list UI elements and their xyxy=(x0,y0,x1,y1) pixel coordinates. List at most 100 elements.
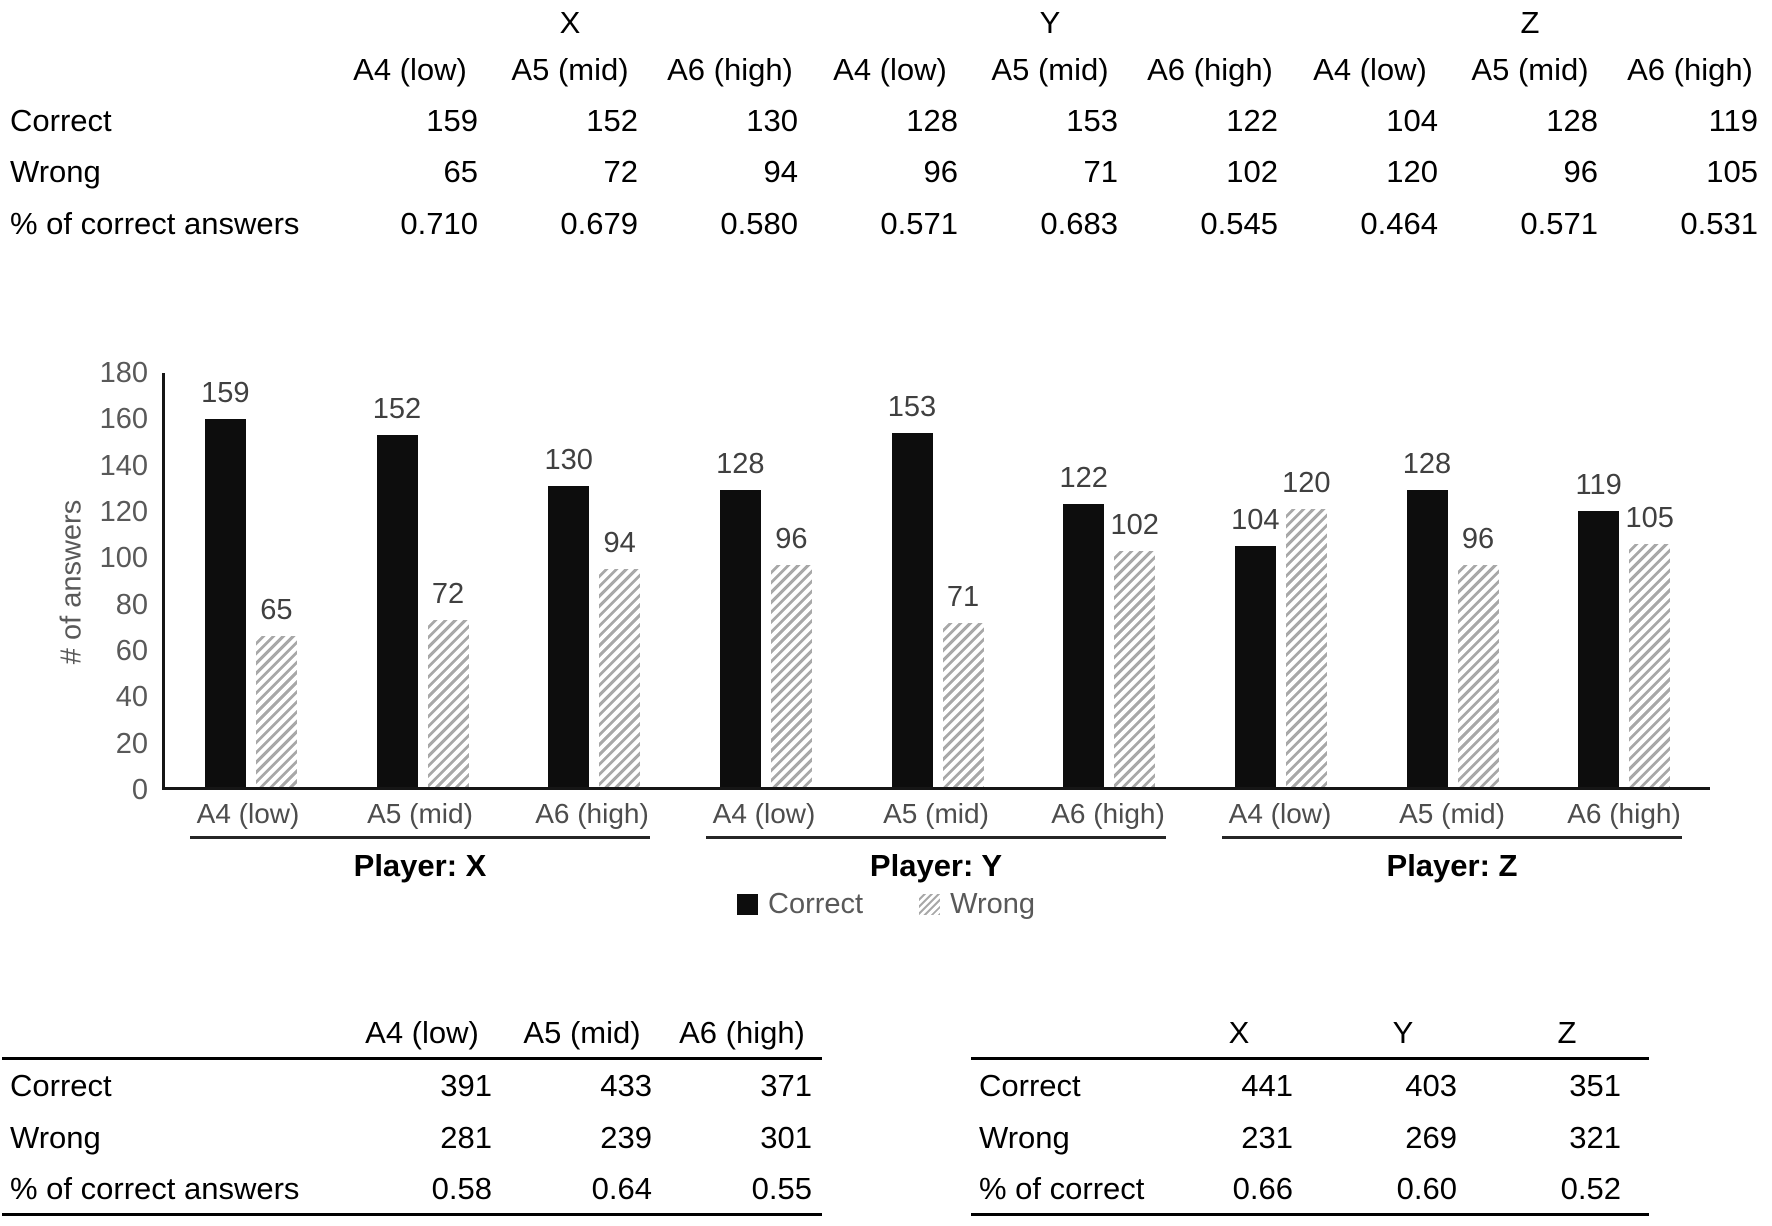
category-label: A4 (low) xyxy=(196,798,300,829)
correct-bar: 104 xyxy=(1231,504,1280,787)
bottom-right-table-cell: 351 xyxy=(1569,1068,1621,1103)
category-group-underline xyxy=(706,836,1166,839)
top-table-cell: 96 xyxy=(1563,154,1598,189)
category-slot: 130 94 xyxy=(508,373,680,787)
bottom-right-table-column-header: Z xyxy=(1485,1008,1649,1060)
top-table-group-header: Z xyxy=(1520,4,1540,40)
player-group-label: Player: Z xyxy=(1386,848,1518,883)
bottom-right-table-cell: 0.52 xyxy=(1485,1164,1649,1216)
bar-value-label: 159 xyxy=(201,376,250,409)
category-labels: A4 (low) A5 (mid) A6 (high) xyxy=(1194,794,1710,836)
bottom-right-table: X Y Z Correct 441 403 351 Wrong 231 269 321 % of co… xyxy=(971,1008,1649,1216)
y-tick-label: 100 xyxy=(99,542,148,575)
correct-bar: 152 xyxy=(373,393,421,787)
correct-bar: 128 xyxy=(1403,448,1451,787)
top-table: X Y Z A4 (low) A5 (mid) A6 (high) A4 (low) A5 (… xyxy=(0,0,1770,251)
bar-value-label: 72 xyxy=(431,578,465,611)
category-group: A4 (low) A5 (mid) A6 (high) xyxy=(1194,794,1710,839)
y-tick-label: 80 xyxy=(115,588,148,621)
wrong-bar: 105 xyxy=(1625,502,1674,787)
top-table-column-header: A6 (high) xyxy=(1147,52,1273,87)
top-table-column-header: A6 (high) xyxy=(667,52,793,87)
bottom-left-table-row-label: % of correct answers xyxy=(2,1164,342,1216)
bar-value-label: 122 xyxy=(1059,462,1108,495)
category-slot: 122 102 xyxy=(1023,373,1195,787)
top-table-corner xyxy=(0,45,330,95)
bottom-left-table-row-label: Wrong xyxy=(10,1120,101,1155)
bar-pair: 119 105 xyxy=(1576,469,1674,787)
bar-pair: 128 96 xyxy=(716,448,812,787)
plot-area: 159 65 152 72 130 94 128 96 153 71 122 102 104 120 128… xyxy=(162,373,1710,790)
y-tick-label: 60 xyxy=(115,635,148,667)
category-label: A6 (high) xyxy=(535,798,649,829)
player-group-label: Player: Y xyxy=(869,848,1003,883)
bar-value-label: 96 xyxy=(775,522,808,555)
top-table-cell: 130 xyxy=(746,103,798,138)
category-label: A5 (mid) xyxy=(367,798,473,829)
bar-value-label: 128 xyxy=(716,448,765,481)
top-table-column-header: A4 (low) xyxy=(1313,52,1427,87)
bottom-right-table-cell: 0.66 xyxy=(1157,1164,1321,1216)
bottom-left-table-cell: 391 xyxy=(440,1068,492,1103)
top-table-cell: 122 xyxy=(1226,103,1278,138)
top-table-cell: 0.531 xyxy=(1680,206,1758,241)
top-table-column-header: A5 (mid) xyxy=(511,52,629,87)
bottom-right-table-cell: 403 xyxy=(1405,1068,1457,1103)
bar-value-label: 102 xyxy=(1110,508,1159,541)
top-table-cell: 96 xyxy=(923,154,958,189)
top-table-cell: 71 xyxy=(1083,154,1118,189)
bar-value-label: 119 xyxy=(1575,469,1622,502)
top-table-cell: 0.545 xyxy=(1200,206,1278,241)
category-slot: 152 72 xyxy=(337,373,509,787)
bottom-left-table: A4 (low) A5 (mid) A6 (high) Correct 391 433 37… xyxy=(2,1008,822,1216)
bottom-right-table-row-label: Correct xyxy=(979,1068,1081,1103)
player-group-label: Player: X xyxy=(353,848,487,883)
category-axis: A4 (low) A5 (mid) A6 (high) A4 (low) A5 (mid… xyxy=(162,794,1710,839)
correct-swatch-icon xyxy=(737,894,759,915)
wrong-bar: 120 xyxy=(1282,467,1331,787)
top-table-cell: 0.679 xyxy=(560,206,638,241)
y-tick-label: 120 xyxy=(99,496,148,528)
wrong-bar: 96 xyxy=(1457,523,1499,787)
wrong-bar: 71 xyxy=(942,581,984,787)
top-table-column-header: A5 (mid) xyxy=(1471,52,1589,87)
top-table-corner xyxy=(0,0,330,45)
top-table-cell: 102 xyxy=(1226,154,1278,189)
top-table-cell: 152 xyxy=(586,103,638,138)
correct-bar: 119 xyxy=(1576,469,1622,787)
y-tick-label: 180 xyxy=(99,357,148,389)
legend-label: Wrong xyxy=(950,888,1035,920)
wrong-bar: 65 xyxy=(255,594,297,787)
top-table-cell: 65 xyxy=(443,154,478,189)
category-slot: 128 96 xyxy=(680,373,852,787)
bottom-right-table-column-header: X xyxy=(1157,1008,1321,1060)
top-table-row-label: Correct xyxy=(10,103,112,138)
correct-bar: 159 xyxy=(201,377,250,787)
category-label: A5 (mid) xyxy=(883,798,989,829)
bar-group: 104 120 128 96 119 105 xyxy=(1195,373,1710,787)
bottom-left-table-cell: 0.64 xyxy=(502,1164,662,1216)
category-slot: 119 105 xyxy=(1538,373,1710,787)
bar-pair: 104 120 xyxy=(1231,467,1331,787)
top-table-cell: 0.710 xyxy=(400,206,478,241)
bottom-left-table-cell: 371 xyxy=(760,1068,812,1103)
top-table-cell: 119 xyxy=(1708,103,1758,138)
bar-pair: 128 96 xyxy=(1403,448,1499,787)
bar-pair: 122 102 xyxy=(1059,462,1159,787)
category-group-underline xyxy=(190,836,650,839)
top-table-column-header: A4 (low) xyxy=(833,52,947,87)
bottom-right-table-column-header: Y xyxy=(1321,1008,1485,1060)
bottom-left-table-row-label: Correct xyxy=(10,1068,112,1103)
bar-value-label: 96 xyxy=(1461,522,1495,555)
bar-group: 159 65 152 72 130 94 xyxy=(165,373,680,787)
bar-value-label: 65 xyxy=(260,594,293,627)
bottom-right-table-row-label: % of correct xyxy=(971,1164,1157,1216)
y-tick-label: 20 xyxy=(115,727,148,760)
bar-value-label: 104 xyxy=(1231,504,1280,537)
bar-pair: 153 71 xyxy=(888,391,984,787)
correct-bar: 130 xyxy=(544,444,593,787)
bottom-right-table-cell: 441 xyxy=(1241,1068,1293,1103)
category-slot: 128 96 xyxy=(1367,373,1539,787)
category-slot: 153 71 xyxy=(852,373,1024,787)
